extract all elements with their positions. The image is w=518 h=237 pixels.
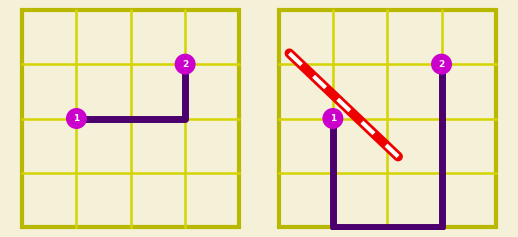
Text: 1: 1: [74, 114, 80, 123]
Text: 2: 2: [182, 60, 188, 69]
Circle shape: [432, 54, 451, 74]
Circle shape: [67, 109, 86, 128]
Text: 1: 1: [330, 114, 336, 123]
Circle shape: [323, 109, 342, 128]
Text: 2: 2: [438, 60, 444, 69]
Circle shape: [176, 54, 195, 74]
